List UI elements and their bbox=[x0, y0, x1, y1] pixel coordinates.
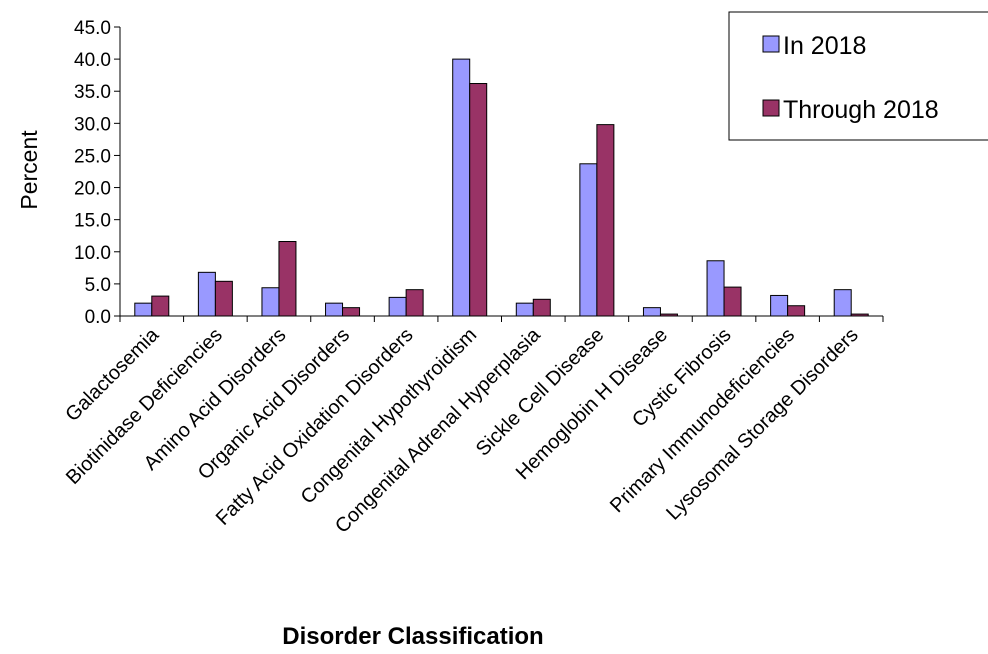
legend-label: Through 2018 bbox=[783, 96, 939, 124]
bar-in-2018 bbox=[197, 271, 216, 317]
y-tick-label: 40.0 bbox=[74, 50, 111, 71]
y-tick-label: 35.0 bbox=[74, 82, 111, 103]
bar-in-2018 bbox=[134, 302, 153, 317]
bar-in-2018 bbox=[388, 296, 407, 317]
bar-through-2018 bbox=[278, 241, 297, 317]
y-axis: 0.0 5.0 10.0 15.0 20.0 25.0 30.0 35.0 40.0 45.0 bbox=[74, 18, 121, 328]
bar-through-2018 bbox=[405, 289, 424, 317]
legend-swatch bbox=[762, 35, 780, 53]
y-tick-label: 0.0 bbox=[85, 307, 111, 328]
y-tick-label: 15.0 bbox=[74, 211, 111, 232]
bar-in-2018 bbox=[770, 294, 789, 317]
y-tick-label: 45.0 bbox=[74, 18, 111, 39]
bar-through-2018 bbox=[532, 298, 551, 317]
bar-in-2018 bbox=[325, 302, 344, 317]
bar-in-2018 bbox=[642, 307, 661, 317]
bar-through-2018 bbox=[596, 124, 615, 317]
y-tick-label: 10.0 bbox=[74, 243, 111, 264]
legend-label: In 2018 bbox=[783, 32, 866, 60]
bar-in-2018 bbox=[706, 260, 725, 317]
bar-in-2018 bbox=[833, 289, 852, 317]
bar-in-2018 bbox=[515, 302, 534, 317]
bar-through-2018 bbox=[151, 295, 170, 317]
bar-in-2018 bbox=[579, 163, 598, 317]
legend-box bbox=[728, 11, 988, 141]
y-tick-label: 20.0 bbox=[74, 179, 111, 200]
legend-swatch bbox=[762, 99, 780, 117]
y-axis-title: Percent bbox=[16, 130, 42, 210]
bar-through-2018 bbox=[214, 280, 233, 317]
bar-through-2018 bbox=[723, 286, 742, 317]
bar-in-2018 bbox=[261, 287, 280, 317]
x-axis-title: Disorder Classification bbox=[282, 623, 543, 650]
legend: In 2018 Through 2018 bbox=[728, 11, 988, 141]
y-tick-label: 30.0 bbox=[74, 114, 111, 135]
y-tick-label: 5.0 bbox=[85, 275, 111, 296]
bar-through-2018 bbox=[469, 83, 488, 317]
bar-through-2018 bbox=[787, 305, 806, 317]
y-tick-label: 25.0 bbox=[74, 146, 111, 167]
bar-through-2018 bbox=[342, 307, 361, 317]
bar-in-2018 bbox=[452, 58, 471, 317]
plot-area bbox=[134, 58, 869, 317]
